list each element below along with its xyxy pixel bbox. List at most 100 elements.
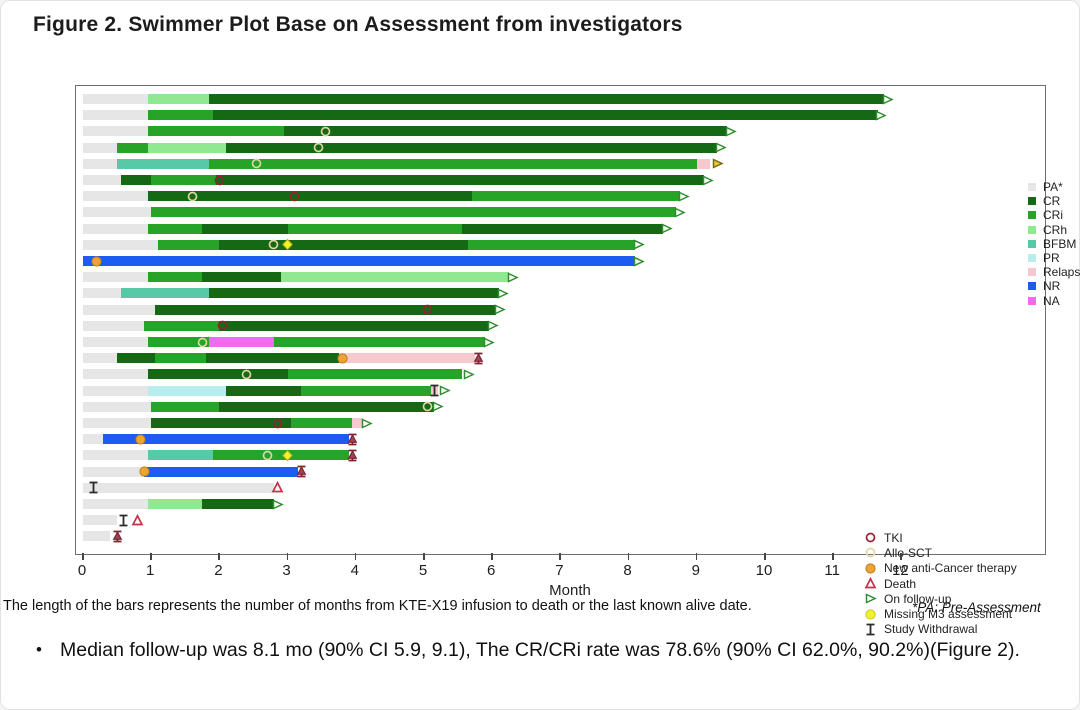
legend-swatch-icon: [1028, 197, 1036, 206]
bar-segment-pa: [83, 337, 148, 347]
swimmer-plot-frame: PA*CRCRiCRhBFBMPRRelapseNRNA TKIAllo-SCT…: [75, 85, 1080, 636]
bar-segment-pa: [83, 304, 155, 315]
legend-item-crh: CRh: [1028, 223, 1080, 237]
bar-segment-cri: [287, 369, 462, 380]
bar-segment-cr: [147, 369, 288, 380]
legend-item-relapse: Relapse: [1028, 265, 1080, 279]
bar-segment-pa: [83, 126, 148, 137]
x-tick-label: 1: [146, 562, 155, 579]
bar-segment-pa: [83, 207, 152, 218]
legend-item-pr: PR: [1028, 251, 1080, 265]
bar-segment-pa: [83, 158, 118, 169]
bar-segment-cr: [154, 304, 496, 315]
bar-segment-cr: [151, 418, 291, 428]
bar-segment-bfbm: [117, 158, 210, 169]
m3_legend-legend-icon: [864, 608, 878, 621]
legend-label: NR: [1043, 279, 1061, 294]
bullet-marker-icon: •: [36, 640, 42, 659]
legend-item-study-withdrawal: Study Withdrawal: [864, 622, 1017, 637]
bar-segment-cri: [158, 239, 220, 250]
legend-label: Relapse: [1043, 265, 1080, 280]
orange-legend-icon: [864, 562, 878, 575]
legend-item-pa: PA*: [1028, 180, 1080, 194]
x-tick-label: 7: [555, 562, 564, 579]
death-marker-icon: [131, 513, 144, 527]
bar-segment-relapse: [696, 158, 711, 169]
bar-segment-cr: [120, 175, 152, 185]
legend-label: On follow-up: [884, 591, 952, 606]
legend-item-allo-sct: Allo-SCT: [864, 545, 1017, 560]
bar-segment-cri: [273, 337, 486, 347]
legend-label: Allo-SCT: [884, 545, 933, 560]
bar-segment-cr: [219, 320, 489, 331]
bar-segment-pr: [147, 385, 227, 396]
x-tick: [695, 553, 698, 560]
bar-segment-relapse: [338, 353, 476, 364]
bar-segment-pa: [83, 531, 111, 542]
legend-swatch-icon: [1028, 282, 1036, 291]
x-tick-label: 11: [824, 562, 840, 579]
bar-segment-crh: [147, 499, 203, 509]
bar-segment-cr: [226, 142, 718, 153]
x-tick-label: 5: [418, 562, 428, 579]
bullet-text: Median follow-up was 8.1 mo (90% CI 5.9,…: [60, 639, 1020, 661]
bar-segment-pa: [83, 288, 121, 299]
bar-segment-cri: [468, 239, 636, 250]
bar-segment-na: [209, 337, 274, 347]
bar-segment-pa: [83, 450, 148, 461]
bar-segment-pa: [83, 401, 152, 412]
legend-label: PA*: [1043, 180, 1063, 195]
followup-legend-icon: [864, 592, 878, 605]
legend-label: Study Withdrawal: [884, 622, 978, 637]
followup-marker-icon: [462, 368, 475, 381]
x-tick-label: 3: [282, 562, 291, 579]
bar-segment-cr: [147, 191, 472, 202]
bar-segment-cr: [202, 223, 288, 234]
tki-legend-icon: [864, 531, 878, 544]
legend-label: CRh: [1043, 222, 1068, 237]
bar-segment-bfbm: [147, 450, 213, 461]
bar-segment-cri: [147, 337, 210, 347]
legend-label: CRi: [1043, 208, 1063, 223]
bar-segment-cri: [154, 353, 206, 364]
legend-swatch-icon: [1028, 254, 1036, 263]
x-tick-label: 2: [214, 562, 223, 579]
bar-segment-cr: [219, 401, 435, 412]
x-tick-label: 6: [487, 562, 496, 579]
legend-item-nr: NR: [1028, 279, 1080, 293]
bar-segment-cri: [291, 418, 353, 428]
wd-marker-icon: [117, 514, 130, 527]
legend-swatch-icon: [1028, 268, 1036, 277]
bar-segment-pa: [83, 142, 118, 153]
legend-label: CR: [1043, 194, 1061, 209]
bar-segment-pa: [83, 191, 148, 202]
bar-segment-pa: [83, 223, 148, 234]
pa-footnote: *PA: Pre-Assessment: [912, 600, 1041, 615]
legend-swatch-icon: [1028, 239, 1036, 248]
x-tick: [218, 553, 220, 560]
bar-segment-cr: [209, 288, 499, 299]
bar-segment-pa: [83, 94, 148, 104]
bar-segment-pa: [83, 175, 121, 185]
bar-segment-nr: [144, 466, 298, 477]
x-tick: [423, 553, 425, 560]
bullet-point: • Median follow-up was 8.1 mo (90% CI 5.…: [36, 636, 1021, 664]
bar-segment-crh: [280, 272, 510, 283]
x-tick-label: 12: [892, 562, 909, 579]
bar-segment-cri: [151, 401, 220, 412]
x-tick: [286, 553, 289, 560]
legend-label: PR: [1043, 251, 1060, 266]
bar-segment-cri: [147, 110, 213, 121]
bar-segment-relapse: [352, 418, 363, 428]
x-tick: [150, 553, 152, 560]
x-tick-label: 8: [623, 562, 632, 579]
bar-segment-cr: [219, 239, 469, 250]
bar-segment-pa: [83, 434, 104, 445]
bar-segment-cri: [209, 158, 697, 169]
legend-swatch-icon: [1028, 296, 1036, 305]
bar-segment-cr: [202, 272, 281, 283]
bar-segment-nr: [83, 256, 636, 266]
bar-segment-cri: [287, 223, 462, 234]
bar-segment-cr: [209, 94, 885, 104]
bar-segment-cri: [117, 142, 148, 153]
